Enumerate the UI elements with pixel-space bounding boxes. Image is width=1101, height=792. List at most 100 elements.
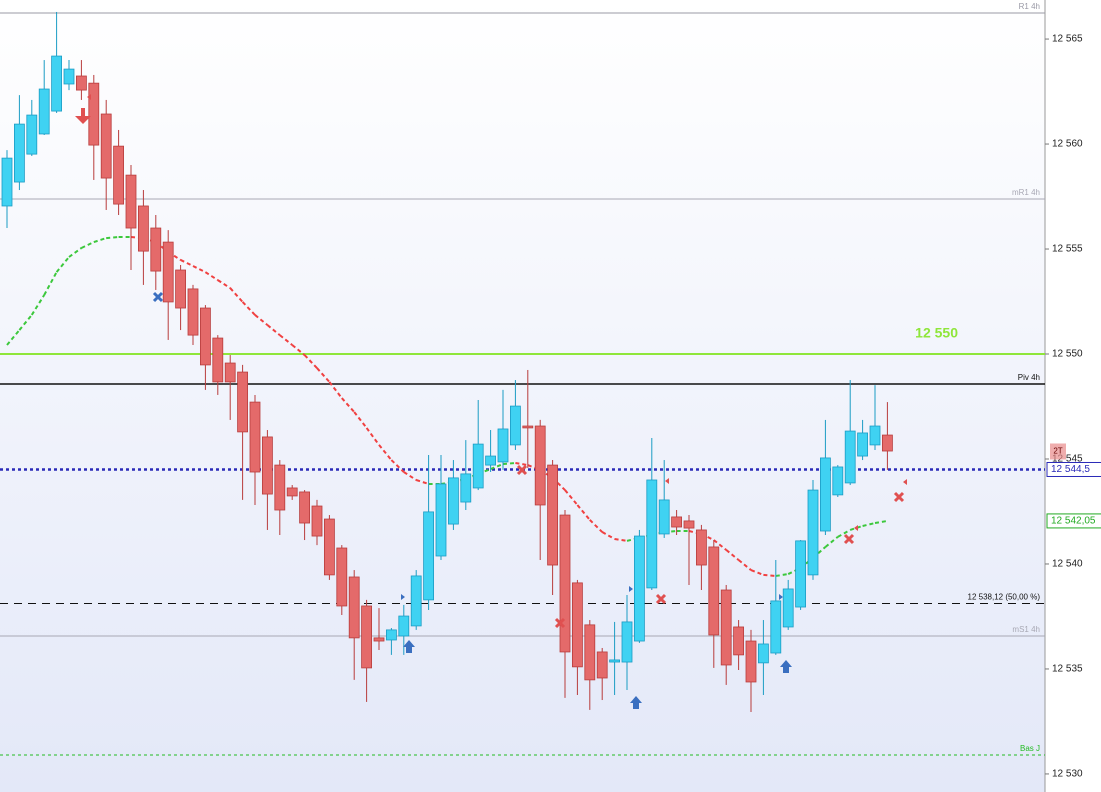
y-tick-label: 12 540 [1052, 559, 1083, 570]
candle-body [509, 405, 521, 446]
moving-average-segment [6, 329, 21, 346]
candle-body [76, 75, 87, 91]
moving-average-segment [390, 459, 405, 473]
moving-average-segment [849, 525, 863, 531]
level-label: 12 538,12 (50,00 %) [968, 593, 1041, 602]
moving-average-segment [43, 271, 58, 296]
candle-body [162, 241, 174, 303]
moving-average-segment [837, 529, 851, 538]
moving-average-segment [303, 354, 318, 369]
candle-body [534, 425, 546, 506]
candle-body [857, 432, 868, 457]
level-label: R1 4h [1019, 2, 1040, 11]
moving-average-segment [787, 567, 802, 575]
candle-body [336, 547, 348, 607]
candle-body [311, 505, 323, 537]
y-tick-label: 12 530 [1052, 769, 1083, 780]
candle-body [150, 227, 162, 272]
moving-average-segment [204, 271, 219, 281]
axis-tag-label: 12 542,05 [1051, 516, 1096, 527]
moving-average-segment [763, 573, 776, 577]
candle-body [249, 401, 261, 473]
candle-body [175, 269, 187, 309]
moving-average-segment [229, 287, 244, 303]
candle-body [522, 425, 534, 429]
candle-body [609, 659, 620, 663]
candle-body [683, 520, 695, 529]
moving-average-segment [490, 463, 504, 470]
moving-average-segment [18, 314, 33, 331]
candle-body [323, 518, 335, 576]
candle-body [820, 457, 831, 532]
signals [75, 94, 907, 709]
signal-cross [516, 464, 528, 476]
candle-body [795, 540, 806, 608]
moving-average-segment [30, 294, 46, 316]
candle-body [621, 621, 633, 663]
axis-tag-box [1046, 461, 1101, 477]
y-tick-label: 12 535 [1052, 664, 1083, 675]
candle-body [584, 624, 596, 681]
candle-body [51, 55, 62, 112]
candle-body [26, 114, 38, 155]
candle-body [199, 307, 211, 366]
moving-average-segment [824, 536, 839, 548]
candle-body [385, 629, 397, 641]
y-tick-label: 12 560 [1052, 139, 1083, 150]
axis-tag-box [1046, 513, 1101, 529]
candle-body [286, 487, 298, 497]
moving-average-segment [403, 471, 417, 481]
candle-body [237, 371, 249, 433]
axis-tag-label: 2T [1053, 447, 1062, 456]
signal-cross [152, 291, 164, 303]
moving-average-segment [737, 559, 752, 571]
level-label: Bas J [1020, 744, 1040, 753]
candle-body [423, 511, 435, 601]
candle-body [348, 576, 360, 639]
candle-body [261, 436, 273, 495]
candle-body [187, 288, 199, 336]
candle-body [696, 529, 707, 566]
axis-tag-box [1050, 443, 1066, 460]
moving-average-segment [713, 539, 727, 551]
candle-body [472, 443, 484, 489]
signal-cross [843, 533, 855, 545]
axis-tag: 12 542,05 [1046, 513, 1101, 529]
moving-average-segment [601, 531, 616, 540]
candle-body [547, 464, 558, 566]
candle-body [882, 434, 893, 452]
candle-body [770, 600, 782, 654]
moving-average-segment [328, 381, 343, 399]
signal-cross [893, 491, 905, 503]
moving-average-segment [316, 367, 331, 383]
moving-average-segment [341, 397, 355, 413]
level-label: Piv 4h [1018, 373, 1040, 382]
moving-average-segment [365, 427, 380, 446]
candle-body [13, 123, 25, 183]
signal-arrow-up [780, 660, 792, 673]
candle-body [361, 605, 373, 669]
candle-body [224, 362, 236, 383]
candle-body [137, 205, 149, 252]
candle-body [460, 473, 472, 503]
candle-body [435, 483, 447, 557]
candle-body [113, 145, 124, 205]
candle-body [38, 88, 50, 135]
moving-average-segment [415, 479, 429, 485]
moving-average-segment [775, 573, 789, 577]
candle-body [212, 337, 224, 383]
candle-body [807, 489, 819, 576]
moving-average-segment [266, 324, 281, 336]
candle-body [572, 582, 583, 668]
candle-body [708, 546, 720, 636]
candle-body [125, 174, 137, 229]
signal-arrow-down [75, 108, 91, 124]
moving-average-segment [68, 247, 82, 258]
candle-body [485, 455, 497, 466]
moving-average-segment [291, 344, 306, 356]
level-label: 12 550 [915, 325, 958, 341]
moving-average-segment [862, 522, 876, 527]
moving-average-segment [614, 537, 628, 542]
